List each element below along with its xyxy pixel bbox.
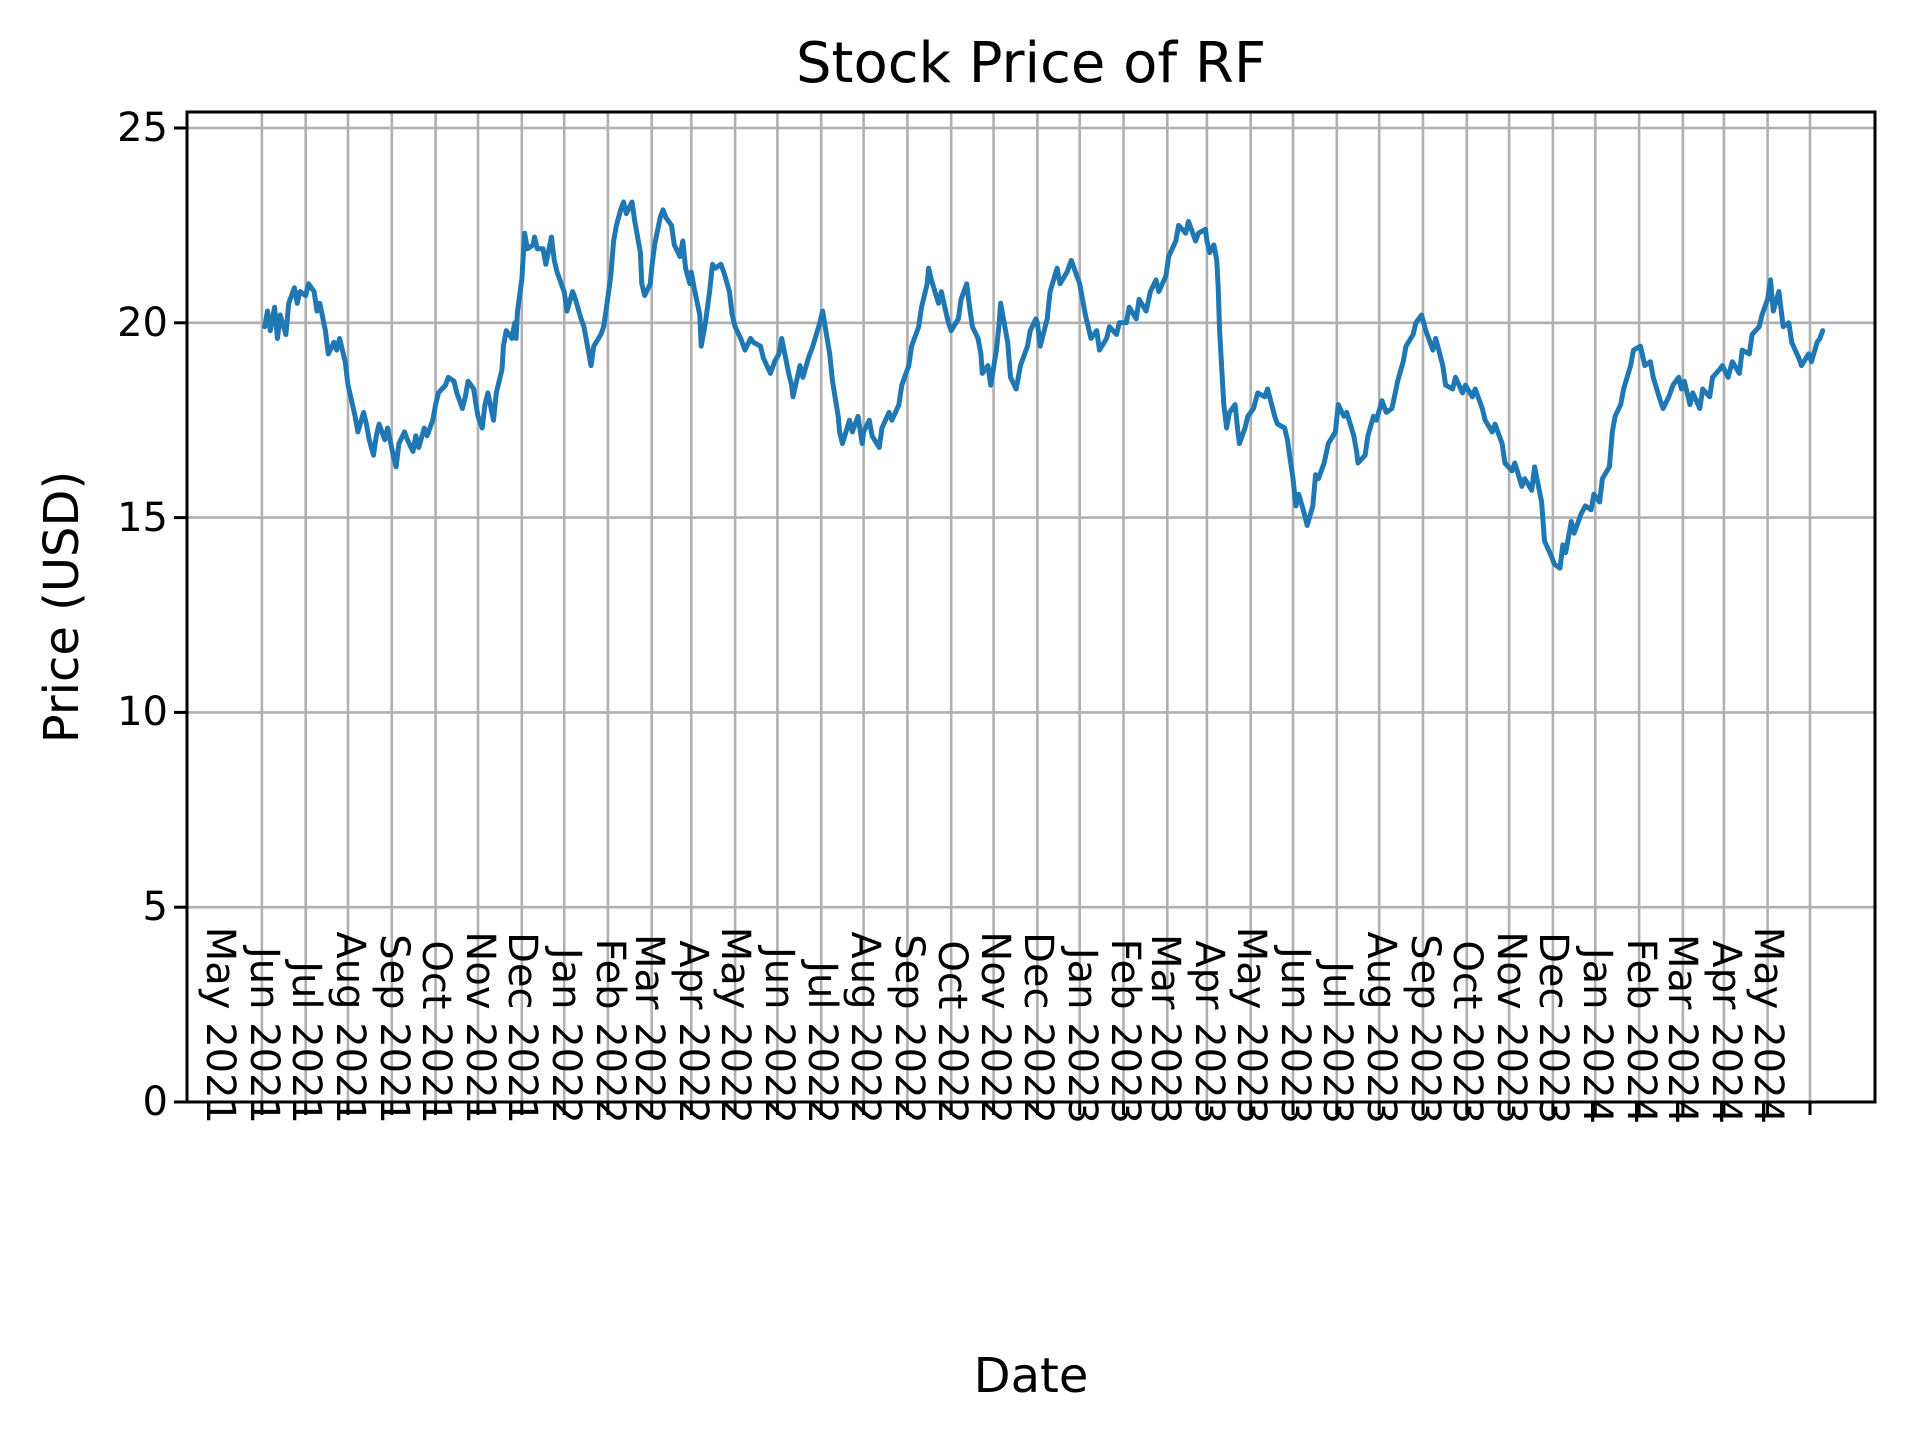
axis-tick-marks <box>174 126 1812 1115</box>
x-axis-label: Date <box>973 1348 1089 1404</box>
price-line-series <box>262 199 1826 571</box>
y-tick-label: 25 <box>117 104 168 151</box>
price-line <box>262 199 1826 571</box>
y-tick-label: 10 <box>117 689 168 736</box>
chart-title: Stock Price of RF <box>795 31 1267 96</box>
y-tick-label: 5 <box>142 884 168 931</box>
y-tick-label: 0 <box>142 1079 168 1125</box>
y-tick-label: 15 <box>117 494 168 541</box>
y-tick-label: 20 <box>117 299 168 346</box>
plot-box-spines <box>185 110 1877 1104</box>
x-tick-label: May 2024 <box>1745 926 1792 1124</box>
